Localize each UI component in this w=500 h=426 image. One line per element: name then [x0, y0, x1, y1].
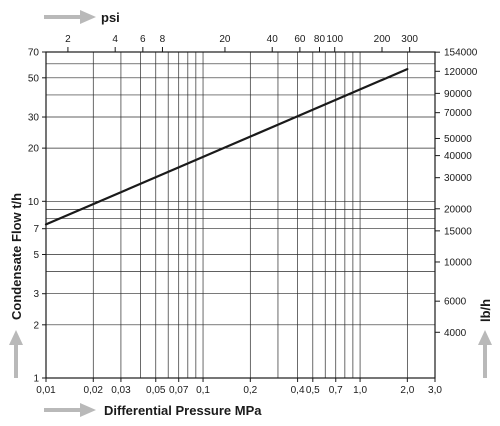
- y-tick-label: 30: [28, 113, 40, 124]
- psi-tick-label: 300: [401, 34, 418, 45]
- grid-lines: [42, 47, 440, 382]
- y-tick-label: 20: [28, 144, 40, 155]
- lbh-tick-label: 70000: [444, 108, 472, 119]
- psi-tick-label: 60: [294, 34, 306, 45]
- x-tick-label: 0,5: [306, 385, 320, 396]
- series-lines: [44, 67, 409, 226]
- y-axis-title-group: Condensate Flow t/h: [9, 193, 24, 378]
- psi-axis-arrow-group: psi: [44, 10, 120, 25]
- y-tick-label: 1: [33, 374, 39, 385]
- psi-tick-label: 20: [219, 34, 231, 45]
- x-tick-label: 0,01: [36, 385, 56, 396]
- x-axis-arrow-icon: [80, 403, 96, 417]
- psi-tick-label: 40: [267, 34, 279, 45]
- x-tick-label: 0,02: [84, 385, 104, 396]
- x-tick-label: 1,0: [353, 385, 367, 396]
- plot-area-frame: [45, 51, 436, 379]
- lbh-tick-label: 20000: [444, 204, 472, 215]
- x-tick-label: 0,4: [291, 385, 305, 396]
- psi-unit-label: psi: [101, 10, 120, 25]
- flow-curve-line: [44, 67, 409, 226]
- x-tick-label: 0,2: [243, 385, 257, 396]
- lbh-unit-label: lb/h: [478, 299, 493, 322]
- lbh-tick-label: 6000: [444, 297, 467, 308]
- tick-labels: 0,01 0,02 0,03 0,05 0,07 0,1 0,2 0,4 0,5 0,7 1,0 2,…: [28, 34, 478, 396]
- y-tick-label: 3: [33, 289, 39, 300]
- y-axis-arrow-icon: [9, 330, 23, 345]
- psi-tick-label: 80: [314, 34, 326, 45]
- psi-tick-label: 8: [160, 34, 166, 45]
- x-tick-label: 0,05: [146, 385, 166, 396]
- x-axis-title: Differential Pressure MPa: [104, 403, 262, 418]
- x-tick-label: 2,0: [400, 385, 414, 396]
- lbh-tick-label: 30000: [444, 173, 472, 184]
- lbh-tick-label: 90000: [444, 89, 472, 100]
- x-tick-label: 0,03: [111, 385, 131, 396]
- y-tick-label: 50: [28, 73, 40, 84]
- y-tick-label: 10: [28, 197, 40, 208]
- x-tick-label: 3,0: [428, 385, 442, 396]
- y-tick-label: 2: [33, 320, 39, 331]
- lbh-tick-label: 40000: [444, 151, 472, 162]
- y-tick-label: 70: [28, 48, 40, 59]
- psi-arrow-icon: [80, 10, 96, 24]
- lbh-axis-arrow-group: lb/h: [478, 299, 493, 378]
- psi-tick-label: 6: [140, 34, 146, 45]
- x-axis-title-group: Differential Pressure MPa: [44, 403, 262, 418]
- psi-tick-label: 2: [65, 34, 71, 45]
- lbh-tick-label: 50000: [444, 134, 472, 145]
- lbh-tick-label: 120000: [444, 67, 478, 78]
- psi-tick-label: 200: [374, 34, 391, 45]
- x-tick-label: 0,1: [196, 385, 210, 396]
- lbh-tick-label: 10000: [444, 257, 472, 268]
- lbh-tick-label: 154000: [444, 48, 478, 59]
- y-axis-title: Condensate Flow t/h: [9, 193, 24, 320]
- y-tick-label: 7: [33, 224, 39, 235]
- lbh-tick-label: 15000: [444, 226, 472, 237]
- psi-tick-label: 4: [112, 34, 118, 45]
- lbh-tick-label: 4000: [444, 328, 467, 339]
- lbh-arrow-icon: [478, 330, 492, 345]
- x-tick-label: 0,07: [169, 385, 189, 396]
- y-tick-label: 5: [33, 250, 39, 261]
- psi-tick-label: 100: [326, 34, 343, 45]
- x-tick-label: 0,7: [329, 385, 343, 396]
